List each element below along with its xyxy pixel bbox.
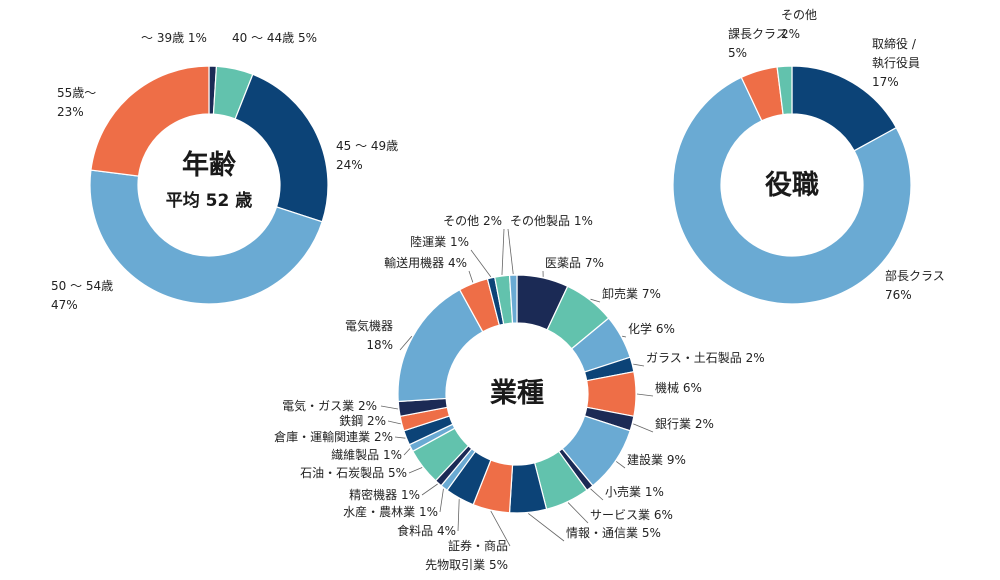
industry-slice-label-13: 精密機器 1% (349, 487, 420, 502)
industry-slice-label-19: 電気機器 18% (345, 318, 393, 352)
industry-slice-label-12: 水産・農林業 1% (343, 504, 438, 519)
industry-slice-label-14: 石油・石炭製品 5% (300, 466, 407, 480)
industry-slice-label-10: 証券・商品先物取引業 5% (425, 538, 508, 572)
industry-slice-label-6: 建設業 9% (627, 452, 686, 467)
industry-slice-label-17: 鉄鋼 2% (339, 413, 386, 428)
industry-donut-chart: 医薬品 7% 卸売業 7% 化学 6% ガラス・土石製品 2% 機械 6% 銀行業 2% 建… (274, 214, 764, 572)
industry-leader-line-12 (439, 488, 444, 513)
position-donut-chart: 取締役 /執行役員 17% 部長クラス 76% 課長クラス 5%その他 2% 役職 (672, 8, 945, 305)
age-slice-label-4: 55歳～ 23% (57, 86, 96, 119)
position-slice-label-0: 取締役 /執行役員 17% (872, 36, 920, 89)
position-slice-3 (776, 65, 793, 116)
industry-slice-label-4: 機械 6% (655, 380, 702, 395)
industry-leader-line-21 (470, 249, 492, 278)
age-center-title: 年齢 (182, 149, 236, 181)
position-slice-label-1: 部長クラス 76% (885, 268, 945, 302)
industry-slice-label-9: 情報・通信業 5% (566, 526, 661, 540)
industry-leader-line-18 (380, 405, 399, 410)
industry-slice-label-8: サービス業 6% (590, 508, 673, 522)
industry-slice-label-5: 銀行業 2% (655, 417, 714, 431)
industry-leader-line-19 (399, 335, 413, 351)
industry-leader-line-7 (590, 488, 604, 501)
industry-leader-line-15 (403, 448, 411, 456)
industry-slice-label-23: その他製品 1% (510, 214, 593, 228)
industry-slice-label-11: 食料品 4% (397, 523, 456, 538)
industry-slice-label-22: その他 2% (443, 214, 502, 228)
industry-leader-line-17 (387, 420, 401, 425)
industry-slice-label-2: 化学 6% (628, 321, 675, 336)
industry-leader-line-14 (408, 467, 423, 474)
industry-slice-label-1: 卸売業 7% (602, 286, 661, 301)
industry-slice-label-0: 医薬品 7% (545, 256, 604, 270)
industry-slice-label-3: ガラス・土石製品 2% (646, 351, 765, 365)
position-slice-label-3: その他 2% (781, 8, 817, 41)
age-slice-label-3: 50 ～ 54歳 47% (51, 279, 113, 312)
industry-leader-line-13 (421, 483, 438, 496)
industry-leader-line-9 (528, 513, 565, 542)
industry-leader-line-22 (501, 228, 505, 275)
industry-slice-label-20: 輸送用機器 4% (384, 255, 467, 270)
age-slice-3 (89, 169, 323, 305)
age-slice-label-0: ～ 39歳 1% (141, 31, 207, 45)
age-slice-label-2: 45 ～ 49歳 24% (336, 139, 398, 172)
industry-slice-label-15: 繊維製品 1% (331, 448, 402, 462)
industry-leader-line-1 (590, 298, 601, 303)
age-slice-label-1: 40 ～ 44歳 5% (232, 31, 317, 45)
industry-leader-line-2 (622, 335, 627, 338)
industry-slice-23 (508, 274, 518, 324)
industry-leader-line-16 (394, 436, 406, 439)
age-center-subtitle: 平均 52 歳 (166, 190, 253, 211)
industry-leader-line-5 (633, 423, 654, 433)
industry-center-title: 業種 (490, 378, 544, 409)
age-donut-chart: ～ 39歳 1% 40 ～ 44歳 5% 45 ～ 49歳 24% 50 ～ 54歳 47… (51, 31, 398, 312)
position-slice-label-2: 課長クラス 5% (728, 26, 788, 60)
industry-slice-label-18: 電気・ガス業 2% (282, 398, 377, 413)
industry-leader-line-23 (507, 228, 514, 275)
industry-leader-line-10 (490, 510, 511, 547)
position-center-title: 役職 (765, 170, 819, 201)
industry-leader-line-3 (633, 363, 645, 367)
industry-leader-line-6 (616, 461, 626, 469)
age-slice-4 (90, 65, 210, 177)
industry-leader-line-11 (457, 499, 460, 532)
industry-slice-label-7: 小売業 1% (605, 484, 664, 499)
industry-leader-line-4 (636, 393, 654, 397)
position-slice-1 (672, 76, 912, 305)
industry-slice-label-16: 倉庫・運輸関連業 2% (274, 429, 393, 444)
industry-leader-line-8 (567, 502, 589, 524)
industry-leader-line-20 (468, 270, 474, 283)
industry-slice-label-21: 陸運業 1% (410, 235, 469, 249)
